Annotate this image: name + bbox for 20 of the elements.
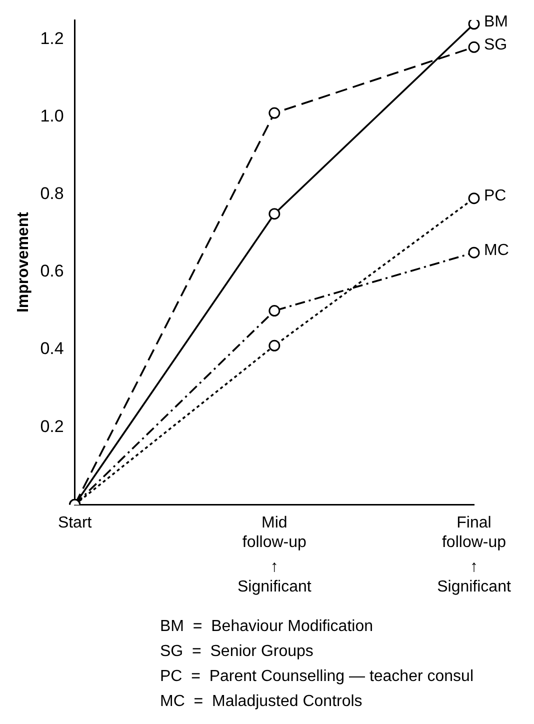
- y-tick-label: 1.0: [40, 106, 64, 126]
- text: SG = Senior Groups: [160, 642, 314, 662]
- x-tick-label: Mid follow-up: [242, 514, 307, 551]
- text: PC = Parent Counselling — teacher consul: [160, 667, 474, 687]
- text: ↑ Significant: [238, 558, 312, 596]
- y-tick-label: 0.4: [40, 339, 64, 358]
- series-label: SG: [484, 36, 508, 54]
- y-tick-label: 1.2: [40, 29, 64, 48]
- text: ↑ Significant: [437, 558, 512, 596]
- y-tick-label: 0.6: [40, 262, 64, 281]
- x-tick-label: Start: [58, 514, 92, 532]
- series-label: PC: [484, 188, 506, 205]
- x-tick-label: Final follow-up: [442, 514, 506, 551]
- series-label: BM: [484, 13, 508, 30]
- y-axis-title: Improvement: [15, 211, 32, 313]
- series-label: MC: [484, 242, 509, 260]
- text: BM = Behaviour Modification: [160, 617, 374, 637]
- y-tick-label: 0.2: [40, 416, 64, 436]
- text: MC = Maladjusted Controls: [160, 692, 364, 712]
- y-tick-label: 0.8: [40, 184, 64, 204]
